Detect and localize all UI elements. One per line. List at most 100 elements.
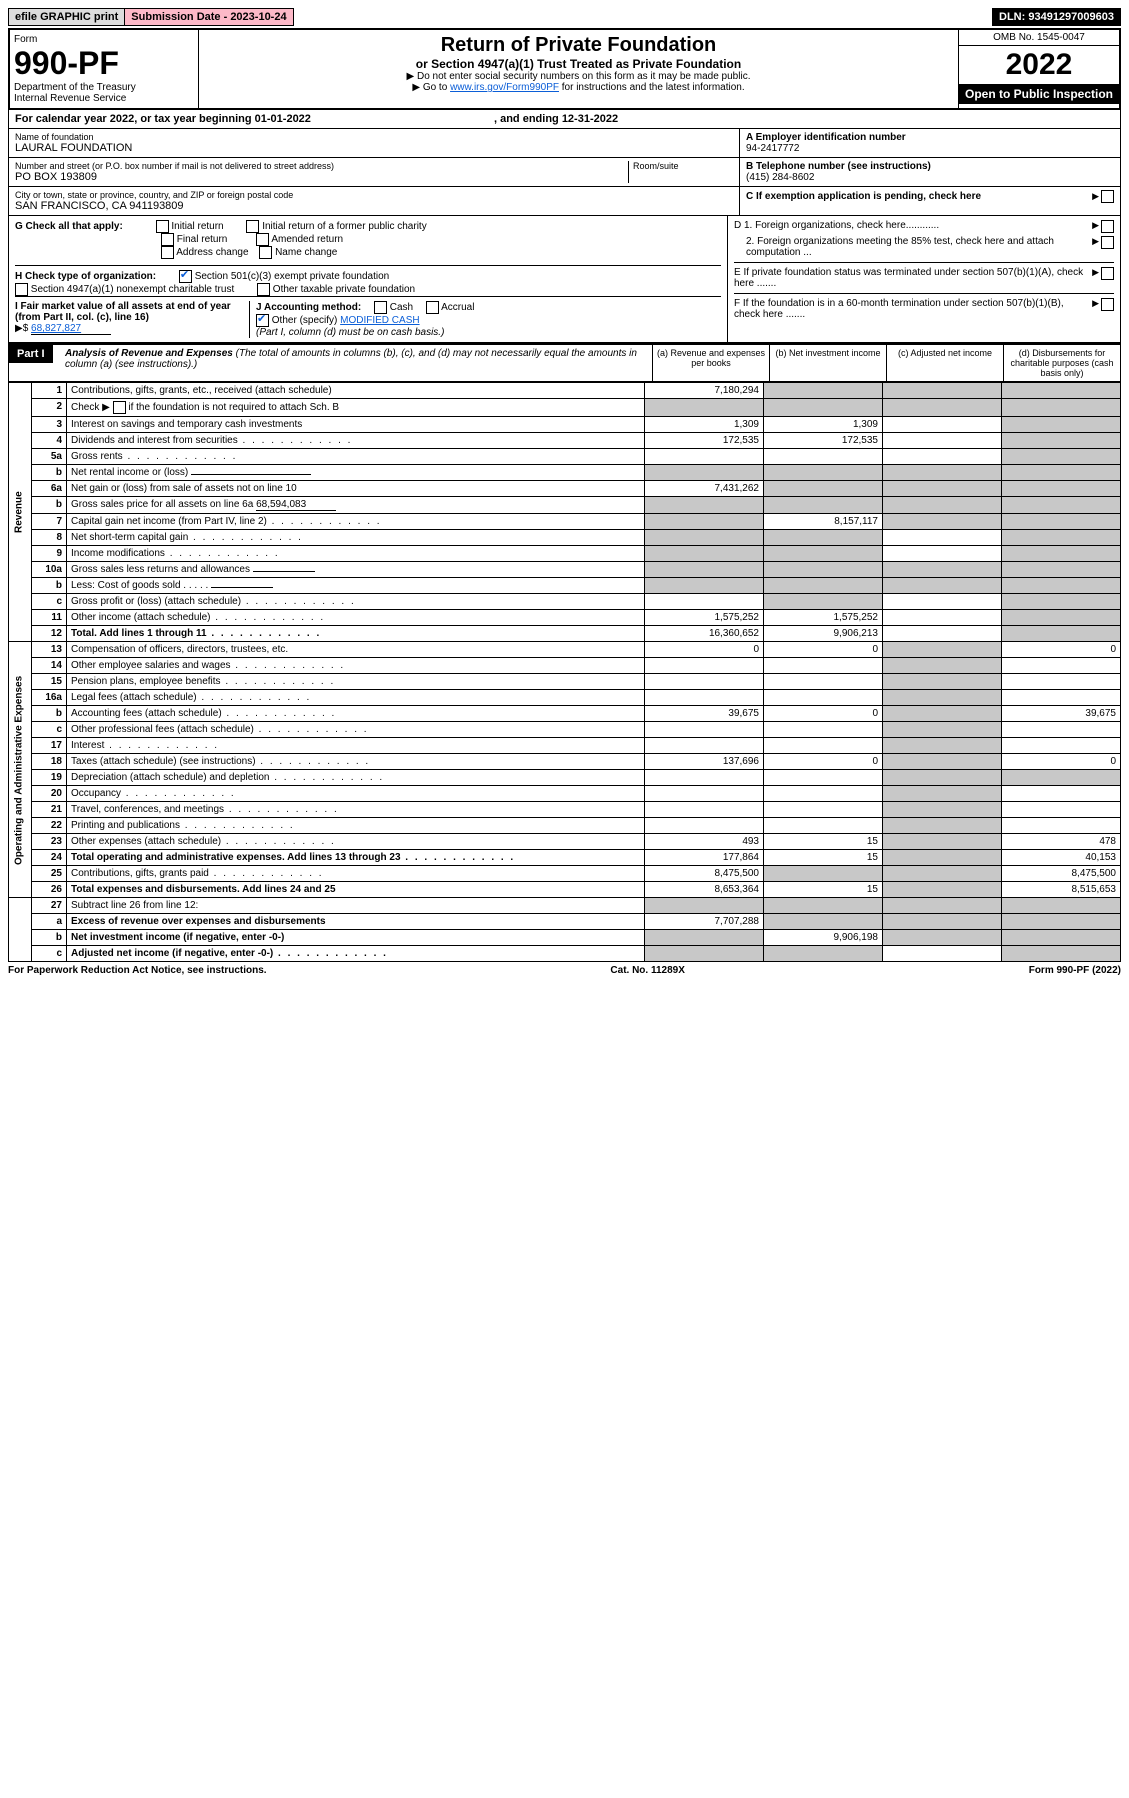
row-val-b [764,738,883,754]
h-other-checkbox[interactable] [257,283,270,296]
h-4947-checkbox[interactable] [15,283,28,296]
g-initial-checkbox[interactable] [156,220,169,233]
row-val-a: 7,180,294 [645,383,764,399]
row-val-d [1002,690,1121,706]
table-row: 3 Interest on savings and temporary cash… [9,417,1121,433]
row-desc: Other expenses (attach schedule) [67,834,645,850]
row-desc: Excess of revenue over expenses and disb… [67,914,645,930]
footer-left: For Paperwork Reduction Act Notice, see … [8,965,267,976]
header-left: Form 990-PF Department of the Treasury I… [10,30,199,108]
j-accrual-checkbox[interactable] [426,301,439,314]
row-val-b [764,690,883,706]
d2-label: 2. Foreign organizations meeting the 85%… [734,236,1092,258]
row-desc: Income modifications [67,546,645,562]
row-num: 14 [32,658,67,674]
row-val-d [1002,898,1121,914]
schb-checkbox[interactable] [113,401,126,414]
row-num: 11 [32,610,67,626]
h-other-label: Other taxable private foundation [273,284,415,295]
row-desc: Taxes (attach schedule) (see instruction… [67,754,645,770]
row-num: 7 [32,514,67,530]
arrow-icon [1092,220,1101,231]
h-501c3-checkbox[interactable] [179,270,192,283]
row-val-a [645,594,764,610]
line6a-value: 68,594,083 [256,499,336,511]
irs-link[interactable]: www.irs.gov/Form990PF [450,82,559,93]
efile-button[interactable]: efile GRAPHIC print [8,8,125,26]
row-val-c [883,722,1002,738]
row-val-b [764,546,883,562]
row-val-c [883,433,1002,449]
g-address-checkbox[interactable] [161,246,174,259]
tax-year: 2022 [959,46,1119,84]
row-val-c [883,834,1002,850]
inline-input[interactable] [191,474,311,475]
row-val-d [1002,449,1121,465]
j-other-checkbox[interactable] [256,314,269,327]
inline-input[interactable] [253,571,315,572]
row-val-d [1002,786,1121,802]
d1-checkbox[interactable] [1101,220,1114,233]
row-desc: Total. Add lines 1 through 11 [67,626,645,642]
row-val-c [883,449,1002,465]
row-val-b [764,383,883,399]
row-val-c [883,530,1002,546]
j-cash-label: Cash [390,302,413,313]
row-num: 9 [32,546,67,562]
c-checkbox[interactable] [1101,190,1114,203]
row-val-c [883,866,1002,882]
name-label: Name of foundation [15,132,733,142]
row-desc: Net investment income (if negative, ente… [67,930,645,946]
row-val-a [645,658,764,674]
row-val-d [1002,914,1121,930]
i-value[interactable]: 68,827,827 [31,323,111,335]
row-num: 12 [32,626,67,642]
row-val-b [764,530,883,546]
table-row: 2 Check ▶ if the foundation is not requi… [9,399,1121,417]
row-desc: Other professional fees (attach schedule… [67,722,645,738]
row-val-c [883,465,1002,481]
j-cash-checkbox[interactable] [374,301,387,314]
g-initial-former-checkbox[interactable] [246,220,259,233]
col-a-header: (a) Revenue and expenses per books [652,345,769,381]
row-desc: Accounting fees (attach schedule) [67,706,645,722]
row-desc-text: Less: Cost of goods sold [71,580,181,591]
g-name-checkbox[interactable] [259,246,272,259]
dln-label: DLN: 93491297009603 [992,8,1121,26]
row-num: 24 [32,850,67,866]
row-val-b [764,465,883,481]
check-section: G Check all that apply: Initial return I… [8,216,1121,343]
row-val-c [883,770,1002,786]
part1-label: Part I [9,345,53,363]
row-desc: Pension plans, employee benefits [67,674,645,690]
footer: For Paperwork Reduction Act Notice, see … [8,962,1121,979]
row-num: 26 [32,882,67,898]
row-val-a: 0 [645,642,764,658]
d2-checkbox[interactable] [1101,236,1114,249]
row-val-d [1002,658,1121,674]
g-amended-checkbox[interactable] [256,233,269,246]
row-val-d [1002,399,1121,417]
ein-value: 94-2417772 [746,143,1114,154]
note-2: ▶ Go to www.irs.gov/Form990PF for instru… [203,82,954,93]
row-num: 17 [32,738,67,754]
form-header: Form 990-PF Department of the Treasury I… [8,28,1121,110]
i-label: I Fair market value of all assets at end… [15,301,231,323]
row-num: 4 [32,433,67,449]
address: PO BOX 193809 [15,171,628,183]
row-val-d [1002,722,1121,738]
row-val-d [1002,930,1121,946]
inline-input[interactable] [211,587,273,588]
row-val-c [883,514,1002,530]
g-final-checkbox[interactable] [161,233,174,246]
row-desc: Dividends and interest from securities [67,433,645,449]
row-val-d [1002,562,1121,578]
form-title: Return of Private Foundation [203,34,954,57]
f-checkbox[interactable] [1101,298,1114,311]
table-row: c Adjusted net income (if negative, ente… [9,946,1121,962]
j-other-value[interactable]: MODIFIED CASH [340,315,419,326]
row-desc: Gross profit or (loss) (attach schedule) [67,594,645,610]
e-checkbox[interactable] [1101,267,1114,280]
table-row: 6a Net gain or (loss) from sale of asset… [9,481,1121,497]
row-desc: Occupancy [67,786,645,802]
